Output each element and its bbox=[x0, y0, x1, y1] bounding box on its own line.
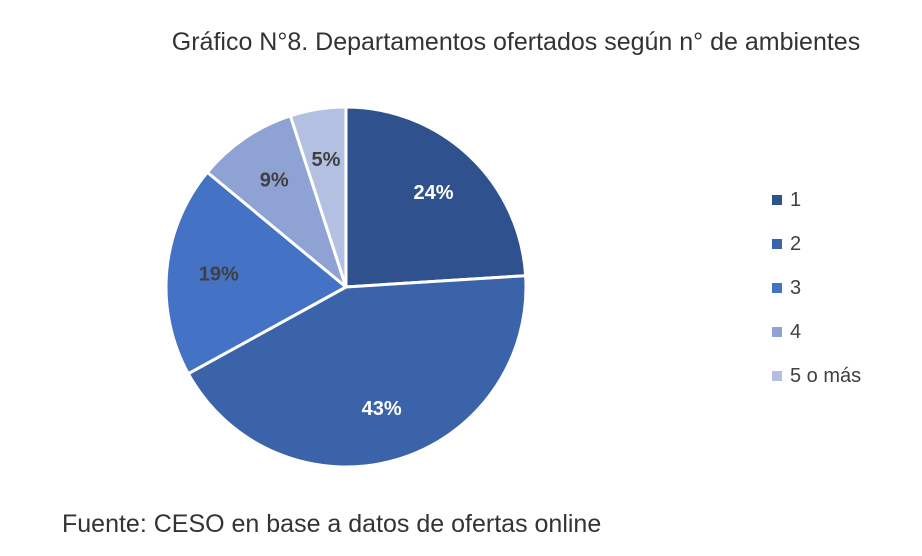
pie-slice-3 bbox=[164, 170, 348, 376]
legend-swatch bbox=[772, 371, 782, 381]
legend-label: 2 bbox=[790, 232, 802, 255]
legend-item: 3 bbox=[772, 266, 861, 310]
legend-item: 4 bbox=[772, 310, 861, 354]
chart-title: Gráfico N°8. Departamentos ofertados seg… bbox=[171, 28, 861, 56]
legend-swatch bbox=[772, 327, 782, 337]
slice-label-2: 43% bbox=[362, 398, 402, 420]
legend-swatch bbox=[772, 195, 782, 205]
source-note: Fuente: CESO en base a datos de ofertas … bbox=[62, 510, 602, 538]
pie-slice-4 bbox=[205, 114, 348, 289]
legend: 1 2 3 4 5 o más bbox=[772, 178, 861, 398]
slice-label-5-o-más: 5% bbox=[312, 149, 341, 171]
slice-label-1: 24% bbox=[413, 182, 453, 204]
legend-item: 2 bbox=[772, 222, 861, 266]
legend-item: 5 o más bbox=[772, 354, 861, 398]
pie-slice-5-o-más bbox=[288, 105, 348, 289]
legend-swatch bbox=[772, 283, 782, 293]
legend-label: 1 bbox=[790, 188, 802, 211]
legend-label: 4 bbox=[790, 320, 802, 343]
pie-slice-2 bbox=[186, 274, 528, 469]
slice-label-3: 19% bbox=[199, 263, 239, 285]
legend-item: 1 bbox=[772, 178, 861, 222]
slice-label-4: 9% bbox=[260, 170, 289, 192]
legend-swatch bbox=[772, 239, 782, 249]
pie-slice-1 bbox=[344, 105, 528, 289]
legend-label: 5 o más bbox=[790, 364, 862, 387]
legend-label: 3 bbox=[790, 276, 802, 299]
